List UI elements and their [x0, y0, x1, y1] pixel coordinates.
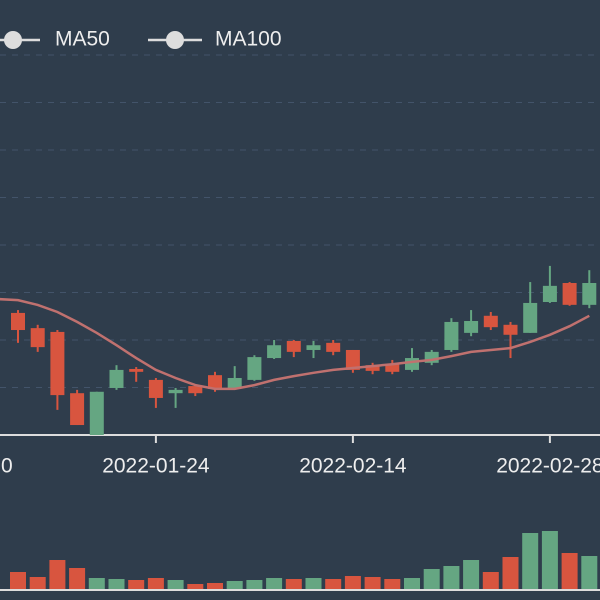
candle-body: [89, 391, 104, 435]
volume-bar: [325, 579, 342, 590]
volume-bar: [541, 531, 558, 590]
candle-body: [365, 365, 380, 371]
candle-body: [444, 321, 459, 350]
ma-line: [0, 297, 590, 391]
x-tick-label: 2022-01-24: [102, 455, 210, 478]
candle-body: [267, 345, 282, 359]
candle-body: [109, 369, 124, 388]
legend-icon-dot: [4, 31, 22, 49]
volume-bar: [29, 577, 46, 590]
volume-bar: [502, 557, 519, 590]
x-tick-label: 2022-02-28: [496, 455, 600, 478]
candle-body: [70, 393, 85, 426]
volume-bar: [88, 578, 105, 590]
volume-bar: [443, 566, 460, 590]
candle-body: [326, 342, 341, 352]
candle-body: [306, 345, 321, 350]
volume-bar: [226, 581, 243, 590]
candle-body: [562, 283, 577, 305]
volume-bar: [167, 580, 184, 590]
volume-bar: [344, 576, 361, 590]
candle-body: [30, 328, 45, 348]
volume-bar: [285, 579, 302, 590]
candle-body: [129, 368, 144, 372]
volume-bar: [266, 578, 283, 590]
candle-body: [227, 378, 242, 388]
candle-body: [523, 302, 538, 333]
candle-body: [582, 283, 597, 305]
volume-bar: [482, 572, 499, 590]
candle-body: [168, 389, 183, 394]
candle-body: [208, 375, 222, 389]
volume-bar: [423, 569, 440, 590]
candle-body: [247, 357, 262, 380]
volume-bar: [305, 578, 322, 590]
volume-bar: [147, 578, 164, 590]
volume-bar: [69, 568, 86, 590]
legend-label: MA50: [55, 28, 110, 51]
volume-bar: [207, 583, 223, 590]
candle-body: [148, 379, 163, 398]
candle-body: [542, 285, 557, 302]
volume-bar: [187, 584, 204, 590]
legend-label: MA100: [215, 28, 282, 51]
candle-body: [483, 315, 498, 328]
candle-body: [464, 321, 479, 333]
x-tick-label: 2022-01-10: [0, 455, 13, 478]
candle-body: [424, 351, 439, 363]
volume-bar: [49, 560, 66, 590]
x-tick-label: 2022-02-14: [299, 455, 407, 478]
volume-bar: [108, 579, 125, 590]
candle-body: [385, 364, 400, 372]
volume-bar: [581, 556, 598, 590]
volume-bar: [522, 533, 539, 590]
legend-icon-dot: [166, 31, 184, 49]
candle-body: [345, 349, 360, 370]
candle-body: [188, 386, 203, 394]
volume-bar: [246, 580, 263, 590]
candle-body: [503, 324, 518, 335]
volume-bar: [10, 572, 26, 590]
volume-bar: [364, 577, 381, 590]
volume-bar: [128, 580, 145, 590]
candle-body: [286, 340, 301, 352]
volume-bar: [561, 553, 578, 590]
volume-bar: [463, 560, 480, 590]
legend-fragment: [0, 31, 40, 49]
candle-body: [11, 312, 25, 331]
volume-bar: [384, 579, 401, 590]
volume-bar: [404, 578, 420, 590]
candle-body: [405, 358, 419, 370]
candle-body: [50, 331, 65, 396]
